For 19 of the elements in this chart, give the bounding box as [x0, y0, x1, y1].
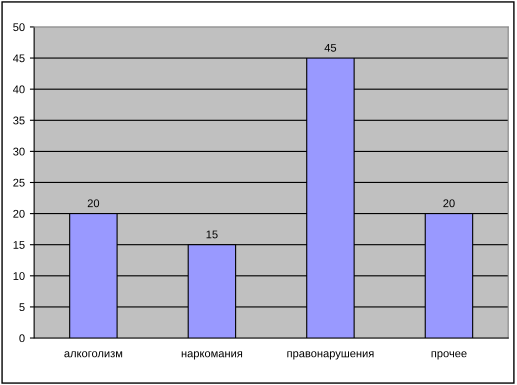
data-label: 20 [88, 199, 100, 208]
data-label: 20 [443, 199, 455, 208]
y-tick-label: 50 [13, 23, 25, 32]
y-tick-label: 45 [12, 54, 25, 62]
y-tick-label: 25 [13, 178, 25, 187]
y-tick-label: 10 [14, 272, 25, 280]
y-tick-label: 40 [12, 85, 25, 94]
x-tick-label: правонарушения [287, 351, 374, 360]
data-label: 15 [206, 230, 218, 238]
y-tick-label: 0 [19, 334, 25, 342]
x-tick-label: прочее [432, 351, 467, 360]
y-tick-label: 30 [13, 148, 25, 156]
y-tick-label: 5 [19, 303, 25, 312]
x-tick-label: наркомания [182, 351, 242, 360]
y-tick-label: 20 [13, 210, 25, 218]
y-tick-label: 15 [14, 241, 25, 249]
y-tick-label: 35 [13, 116, 25, 124]
x-tick-label: алкоголизм [64, 351, 122, 358]
data-label: 45 [324, 44, 336, 52]
